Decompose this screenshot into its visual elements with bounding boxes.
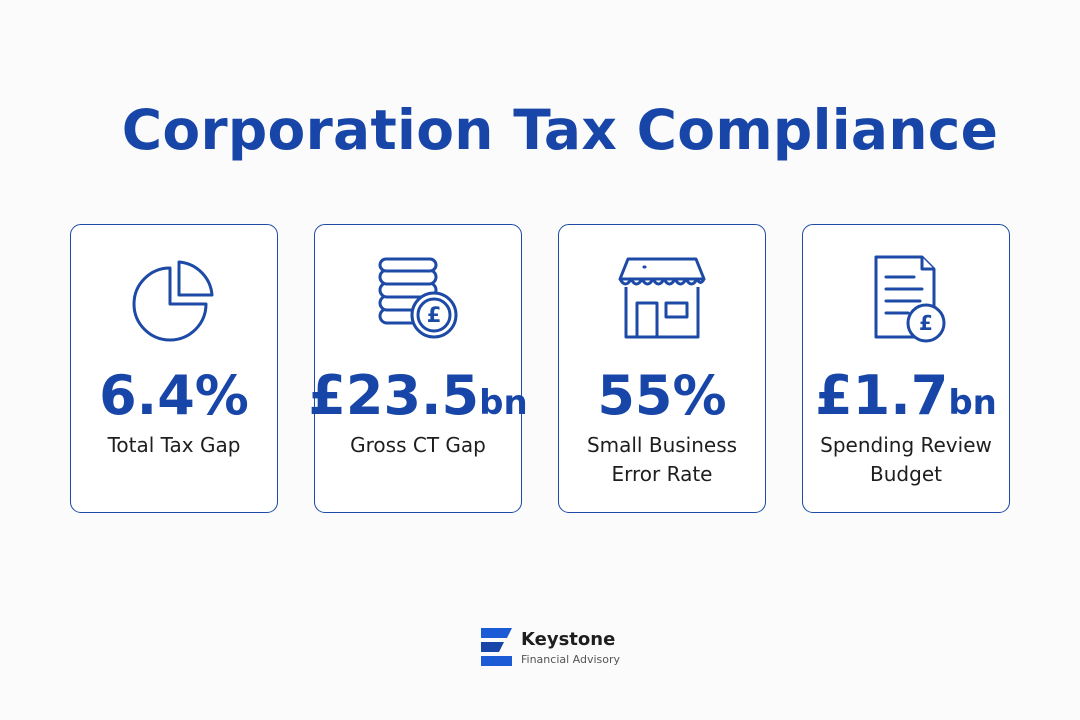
stat-label: Gross CT Gap	[350, 433, 486, 457]
stat-value: 6.4%	[99, 364, 249, 427]
page-title: Corporation Tax Compliance	[121, 98, 999, 162]
stat-label: Spending Review Budget	[820, 433, 992, 486]
keystone-logo-icon	[475, 628, 513, 672]
svg-text:£: £	[427, 303, 442, 327]
stat-value: 55%	[597, 364, 727, 427]
stat-card-spending-review-budget: £ £1.7bn Spending Review Budget	[802, 224, 1010, 513]
stat-card-small-business-error-rate: 55% Small Business Error Rate	[558, 224, 766, 513]
stat-label: Small Business Error Rate	[586, 433, 738, 486]
stat-value: £23.5bn	[308, 364, 528, 427]
svg-text:£: £	[919, 311, 933, 335]
stat-card-gross-ct-gap: £ £23.5bn Gross CT Gap	[308, 224, 528, 513]
logo-subtitle: Financial Advisory	[521, 653, 621, 666]
coins-pound-icon: £	[315, 251, 521, 347]
shop-icon	[559, 251, 765, 347]
stat-card-total-tax-gap: 6.4% Total Tax Gap	[70, 224, 278, 513]
stat-label: Total Tax Gap	[107, 433, 241, 457]
logo-name: Keystone	[521, 629, 616, 650]
company-logo: Keystone Financial Advisory	[475, 626, 635, 670]
stat-value: £1.7bn	[815, 364, 997, 427]
pie-chart-icon	[71, 251, 277, 347]
document-pound-icon: £	[803, 251, 1009, 347]
